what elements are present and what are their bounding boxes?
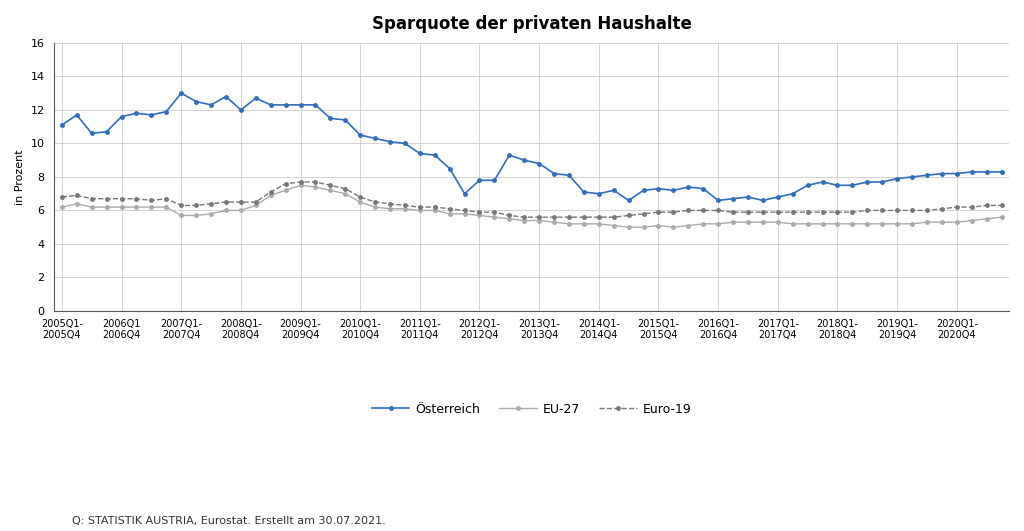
Österreich — [682, 184, 694, 190]
EU-27 — [534, 217, 546, 224]
EU-27 — [623, 224, 635, 230]
Österreich — [459, 191, 471, 197]
EU-27 — [294, 182, 306, 189]
Line: EU-27: EU-27 — [60, 184, 1004, 229]
EU-27 — [697, 221, 710, 227]
Text: Q: STATISTIK AUSTRIA, Eurostat. Erstellt am 30.07.2021.: Q: STATISTIK AUSTRIA, Eurostat. Erstellt… — [72, 516, 385, 526]
Österreich — [534, 160, 546, 167]
EU-27 — [459, 211, 471, 217]
Österreich — [55, 122, 68, 128]
Euro-19 — [175, 202, 187, 209]
Euro-19 — [995, 202, 1008, 209]
Line: Österreich: Österreich — [60, 91, 1004, 202]
Euro-19 — [518, 214, 530, 220]
Euro-19 — [459, 207, 471, 213]
Euro-19 — [607, 214, 620, 220]
Title: Sparquote der privaten Haushalte: Sparquote der privaten Haushalte — [372, 15, 691, 33]
Euro-19 — [682, 207, 694, 213]
Y-axis label: in Prozent: in Prozent — [15, 149, 25, 205]
Österreich — [175, 90, 187, 96]
EU-27 — [593, 221, 605, 227]
Österreich — [593, 191, 605, 197]
Euro-19 — [294, 179, 306, 185]
EU-27 — [682, 222, 694, 229]
Österreich — [697, 185, 710, 192]
Euro-19 — [697, 207, 710, 213]
Legend: Österreich, EU-27, Euro-19: Österreich, EU-27, Euro-19 — [367, 398, 696, 421]
EU-27 — [55, 204, 68, 210]
Österreich — [623, 197, 635, 203]
Euro-19 — [548, 214, 560, 220]
Österreich — [995, 169, 1008, 175]
Line: Euro-19: Euro-19 — [60, 180, 1004, 219]
EU-27 — [995, 214, 1008, 220]
EU-27 — [175, 212, 187, 219]
Österreich — [190, 98, 203, 105]
Euro-19 — [55, 194, 68, 200]
